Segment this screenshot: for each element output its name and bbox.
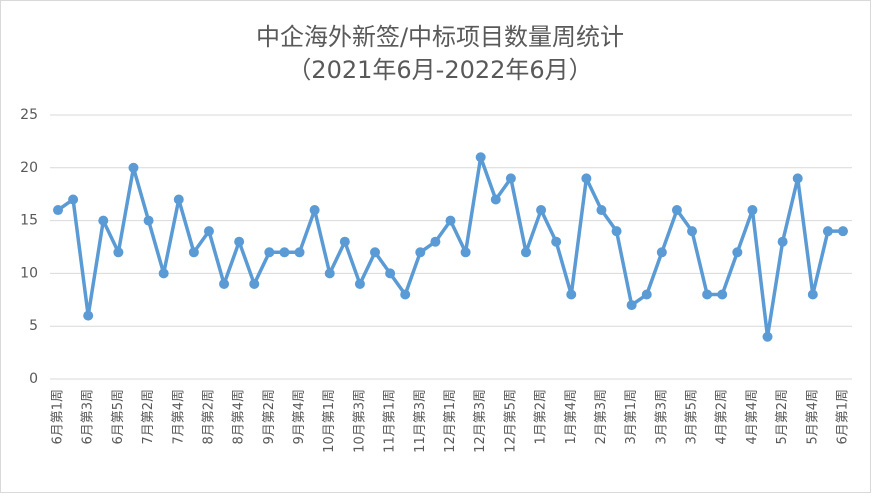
data-point xyxy=(505,173,516,184)
data-point xyxy=(385,268,396,279)
y-tick-label: 20 xyxy=(20,160,38,176)
data-point xyxy=(687,226,698,237)
data-point xyxy=(626,300,637,311)
data-point xyxy=(717,289,728,300)
data-point xyxy=(309,205,320,216)
x-tick-label: 6月第1周 xyxy=(51,389,66,445)
x-tick-label: 5月第4周 xyxy=(805,389,820,445)
x-tick-label: 4月第4周 xyxy=(745,389,760,445)
data-point xyxy=(807,289,818,300)
x-tick-label: 5月第2周 xyxy=(775,389,790,445)
data-point xyxy=(611,226,622,237)
data-point xyxy=(747,205,758,216)
data-point xyxy=(551,236,562,247)
data-point xyxy=(53,205,63,216)
x-tick-label: 6月第3周 xyxy=(81,389,96,445)
x-tick-label: 7月第2周 xyxy=(141,389,156,445)
data-point xyxy=(143,215,154,226)
data-point xyxy=(400,289,411,300)
data-point xyxy=(98,215,109,226)
data-point xyxy=(520,247,531,258)
data-point xyxy=(128,162,139,173)
x-tick-label: 9月第4周 xyxy=(292,389,307,445)
x-tick-label: 12月第5周 xyxy=(503,389,518,453)
x-tick-label: 1月第2周 xyxy=(534,389,549,445)
chart-subtitle: （2021年6月-2022年6月） xyxy=(287,56,592,84)
data-point xyxy=(777,236,788,247)
data-point xyxy=(460,247,471,258)
x-tick-label: 10月第1周 xyxy=(322,389,337,453)
data-point xyxy=(68,194,79,205)
data-point xyxy=(762,331,773,342)
x-tick-label: 1月第4周 xyxy=(564,389,579,445)
x-tick-label: 8月第4周 xyxy=(232,389,247,445)
data-point xyxy=(596,205,607,216)
y-tick-label: 25 xyxy=(20,107,38,123)
x-tick-label: 8月第2周 xyxy=(201,389,216,445)
data-point xyxy=(188,247,199,258)
data-point xyxy=(641,289,652,300)
data-point xyxy=(475,152,486,163)
data-point xyxy=(219,278,230,289)
data-point xyxy=(173,194,184,205)
data-point xyxy=(430,236,441,247)
data-point xyxy=(581,173,592,184)
data-point xyxy=(249,278,260,289)
x-tick-label: 12月第1周 xyxy=(443,389,458,453)
y-tick-label: 0 xyxy=(29,371,38,387)
data-point xyxy=(702,289,713,300)
data-point xyxy=(264,247,275,258)
data-point xyxy=(490,194,501,205)
data-point xyxy=(792,173,803,184)
x-tick-label: 10月第3周 xyxy=(352,389,367,453)
data-point xyxy=(158,268,169,279)
data-point xyxy=(671,205,682,216)
data-point xyxy=(566,289,577,300)
data-point xyxy=(354,278,365,289)
data-point xyxy=(324,268,335,279)
x-tick-label: 3月第1周 xyxy=(624,389,639,445)
data-point xyxy=(370,247,381,258)
x-tick-label: 12月第3周 xyxy=(473,389,488,453)
x-tick-label: 3月第3周 xyxy=(654,389,669,445)
data-point xyxy=(113,247,124,258)
y-tick-label: 15 xyxy=(20,213,38,229)
data-point xyxy=(294,247,305,258)
data-point xyxy=(732,247,743,258)
data-point xyxy=(279,247,290,258)
x-tick-label: 6月第5周 xyxy=(111,389,126,445)
x-tick-label: 2月第3周 xyxy=(594,389,609,445)
data-point xyxy=(838,226,848,237)
data-point xyxy=(656,247,667,258)
x-tick-label: 3月第5周 xyxy=(685,389,700,445)
chart-title: 中企海外新签/中标项目数量周统计 xyxy=(256,23,624,51)
data-point xyxy=(415,247,426,258)
data-point xyxy=(445,215,456,226)
data-point xyxy=(234,236,245,247)
x-tick-label: 9月第2周 xyxy=(262,389,277,445)
y-tick-label: 10 xyxy=(20,265,38,281)
x-tick-label: 6月第1周 xyxy=(836,389,851,445)
data-point xyxy=(203,226,214,237)
x-tick-label: 11月第1周 xyxy=(383,389,398,453)
data-point xyxy=(536,205,547,216)
x-tick-label: 7月第4周 xyxy=(171,389,186,445)
x-tick-label: 4月第2周 xyxy=(715,389,730,445)
data-point xyxy=(83,310,94,321)
x-tick-label: 11月第3周 xyxy=(413,389,428,453)
data-point xyxy=(339,236,350,247)
data-point xyxy=(822,226,833,237)
y-tick-label: 5 xyxy=(29,318,38,334)
